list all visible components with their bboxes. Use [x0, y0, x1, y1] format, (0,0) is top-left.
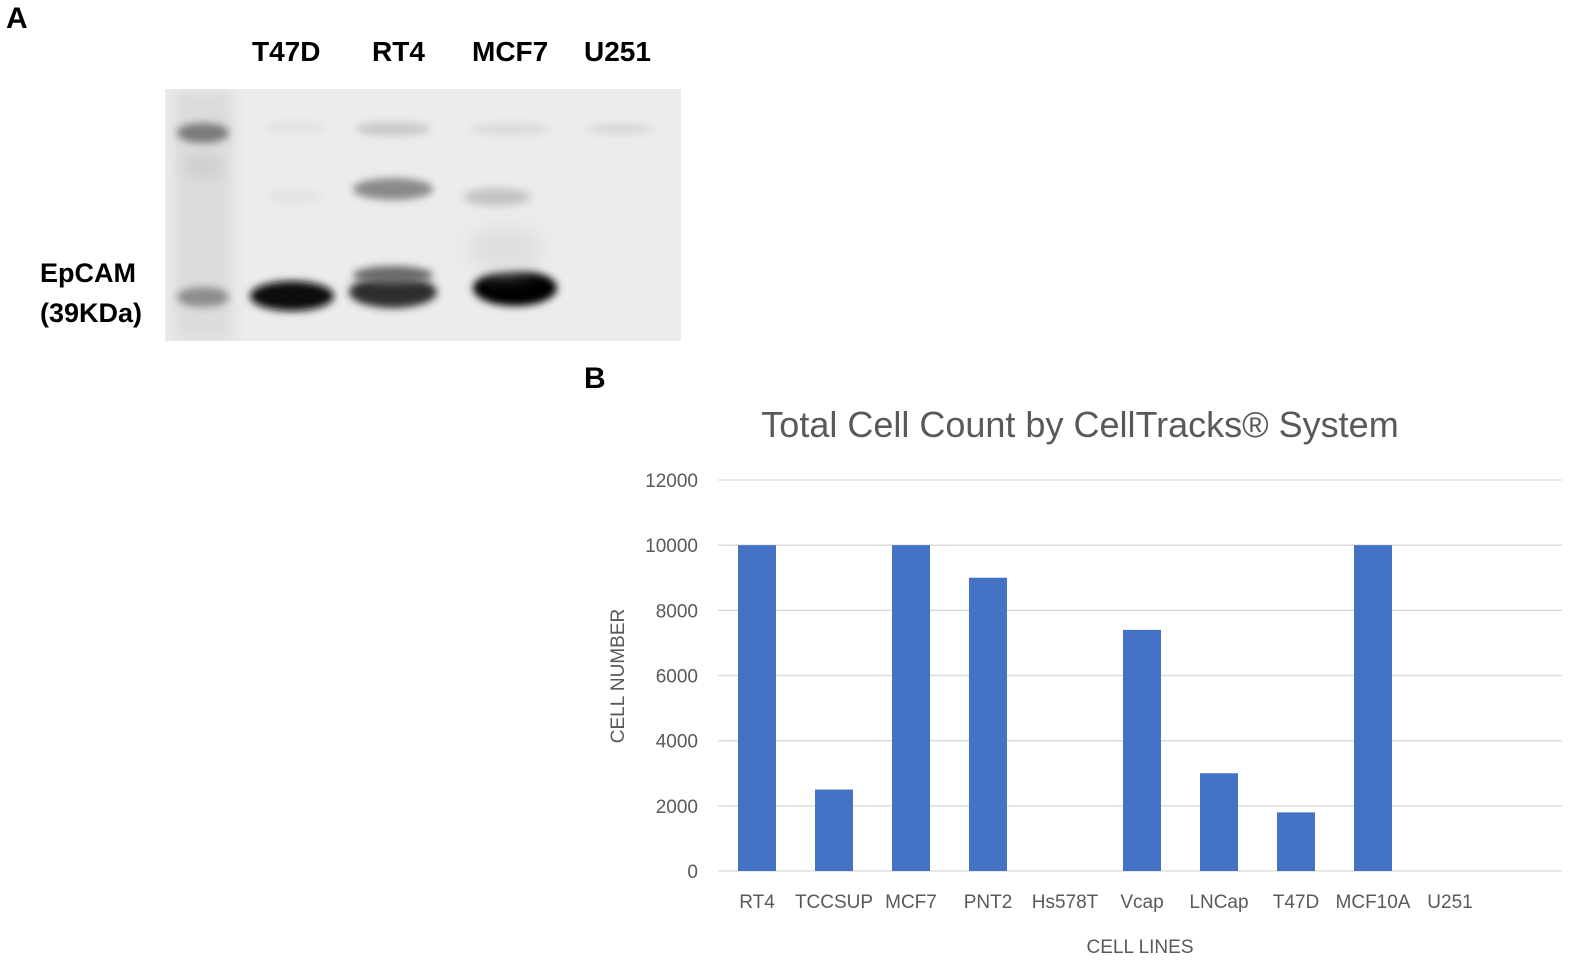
panel-b-label: B	[584, 362, 606, 395]
lane-label-rt4: RT4	[372, 36, 425, 67]
x-tick-label: RT4	[739, 892, 775, 913]
y-tick-label: 8000	[656, 601, 698, 622]
marker-label-kda: (39KDa)	[40, 298, 143, 328]
x-tick-label: TCCSUP	[795, 892, 873, 913]
bar-mcf7	[892, 545, 930, 871]
y-tick-label: 10000	[645, 536, 698, 557]
y-axis-title: CELL NUMBER	[608, 609, 629, 743]
x-tick-label: Vcap	[1120, 892, 1163, 913]
y-tick-label: 0	[687, 862, 698, 883]
bar-lncap	[1200, 773, 1238, 871]
x-tick-label: Hs578T	[1032, 892, 1099, 913]
bar-mcf10a	[1354, 545, 1392, 871]
x-tick-label: U251	[1427, 892, 1472, 913]
y-tick-label: 6000	[656, 667, 698, 688]
x-tick-label: MCF7	[885, 892, 937, 913]
lane-label-t47d: T47D	[252, 36, 321, 67]
bar-vcap	[1123, 629, 1161, 871]
x-tick-label: T47D	[1273, 892, 1319, 913]
western-blot-image	[165, 89, 681, 341]
bar-rt4	[738, 545, 776, 871]
y-axis: 0 2000 4000 6000 8000 10000 12000	[645, 471, 698, 883]
y-tick-label: 12000	[645, 471, 698, 492]
x-axis-title: CELL LINES	[1086, 937, 1193, 958]
y-tick-label: 2000	[656, 797, 698, 818]
panel-a-label: A	[6, 2, 28, 35]
bar-t47d	[1277, 812, 1315, 871]
x-axis: RT4 TCCSUP MCF7 PNT2 Hs578T Vcap LNCap T47D MCF1…	[739, 892, 1472, 913]
x-tick-label: PNT2	[964, 892, 1013, 913]
x-tick-label: MCF10A	[1336, 892, 1411, 913]
y-tick-label: 4000	[656, 732, 698, 753]
bar-tccsup	[815, 789, 853, 871]
marker-label-epcam: EpCAM	[40, 258, 136, 288]
lane-label-mcf7: MCF7	[472, 36, 549, 67]
bar-pnt2	[969, 577, 1007, 871]
lane-label-u251: U251	[584, 36, 651, 67]
x-tick-label: LNCap	[1189, 892, 1248, 913]
bars	[738, 545, 1392, 871]
chart-title: Total Cell Count by CellTracks® System	[761, 404, 1398, 445]
